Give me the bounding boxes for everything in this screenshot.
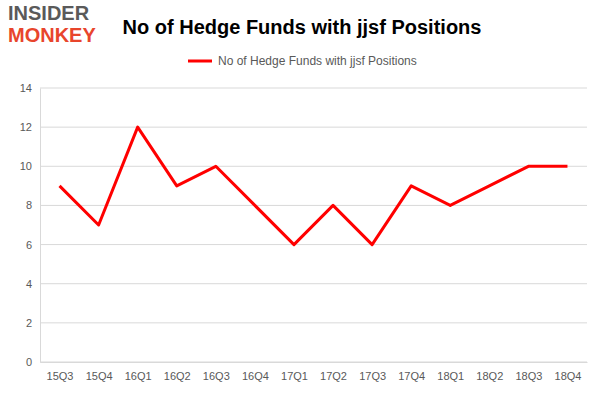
x-tick-label: 15Q4	[86, 370, 113, 382]
logo-text: INSIDER	[8, 2, 90, 24]
grid-line	[40, 283, 587, 284]
y-axis-line	[40, 89, 41, 363]
x-tick-label: 16Q3	[203, 370, 230, 382]
grid-line	[40, 244, 587, 245]
x-axis-line	[41, 362, 588, 363]
grid-line	[40, 322, 587, 323]
x-tick: 15Q4	[86, 362, 113, 382]
x-tick: 18Q1	[437, 362, 464, 382]
x-tick: 17Q4	[398, 362, 425, 382]
y-tick: 14	[20, 82, 40, 94]
y-tick: 2	[26, 317, 40, 329]
legend-swatch	[188, 60, 212, 63]
x-tick-label: 15Q3	[47, 370, 74, 382]
x-tick-label: 17Q3	[359, 370, 386, 382]
x-tick-label: 16Q2	[164, 370, 191, 382]
x-tick: 16Q1	[125, 362, 152, 382]
y-tick: 8	[26, 199, 40, 211]
x-tick: 17Q3	[359, 362, 386, 382]
legend: No of Hedge Funds with jjsf Positions	[188, 54, 417, 68]
y-tick-label: 10	[20, 160, 32, 172]
y-tick-label: 14	[20, 82, 32, 94]
x-tick-label: 17Q2	[320, 370, 347, 382]
y-axis: 0 2 4 6 8 10 12 14	[20, 82, 41, 368]
grid-line	[40, 205, 587, 206]
logo-text: MONKEY	[8, 24, 96, 46]
y-tick: 0	[26, 356, 40, 368]
x-tick: 17Q1	[281, 362, 308, 382]
x-tick-label: 17Q1	[281, 370, 308, 382]
x-tick-label: 16Q4	[242, 370, 269, 382]
x-tick-label: 18Q3	[515, 370, 542, 382]
x-tick-label: 18Q1	[437, 370, 464, 382]
x-axis: 15Q3 15Q4 16Q1 16Q2 16Q3 16Q4 17Q1 17Q2 17Q3 17Q4…	[41, 362, 588, 382]
x-tick-label: 17Q4	[398, 370, 425, 382]
grid-line	[40, 362, 587, 363]
y-tick-label: 8	[26, 199, 32, 211]
y-tick-label: 0	[26, 356, 32, 368]
x-tick: 16Q3	[203, 362, 230, 382]
x-tick-label: 16Q1	[125, 370, 152, 382]
grid-line	[40, 88, 587, 89]
y-tick-label: 2	[26, 317, 32, 329]
y-tick: 6	[26, 239, 40, 251]
x-tick-label: 18Q4	[555, 370, 582, 382]
y-tick-label: 4	[26, 278, 32, 290]
x-tick: 15Q3	[47, 362, 74, 382]
grid	[40, 88, 587, 362]
legend-label: No of Hedge Funds with jjsf Positions	[218, 54, 417, 68]
x-tick: 16Q2	[164, 362, 191, 382]
title: No of Hedge Funds with jjsf Positions	[123, 16, 482, 38]
chart: INSIDERMONKEY No of Hedge Funds with jjsf…	[0, 0, 601, 395]
y-tick: 4	[26, 278, 40, 290]
x-tick: 17Q2	[320, 362, 347, 382]
x-tick-label: 18Q2	[476, 370, 503, 382]
x-tick: 18Q3	[515, 362, 542, 382]
y-tick: 12	[20, 121, 40, 133]
x-tick: 16Q4	[242, 362, 269, 382]
series-line	[60, 127, 568, 244]
y-tick-label: 6	[26, 239, 32, 251]
x-tick: 18Q2	[476, 362, 503, 382]
y-tick: 10	[20, 160, 40, 172]
y-tick-label: 12	[20, 121, 32, 133]
grid-line	[40, 127, 587, 128]
plot-area	[60, 127, 568, 244]
x-tick: 18Q4	[555, 362, 582, 382]
